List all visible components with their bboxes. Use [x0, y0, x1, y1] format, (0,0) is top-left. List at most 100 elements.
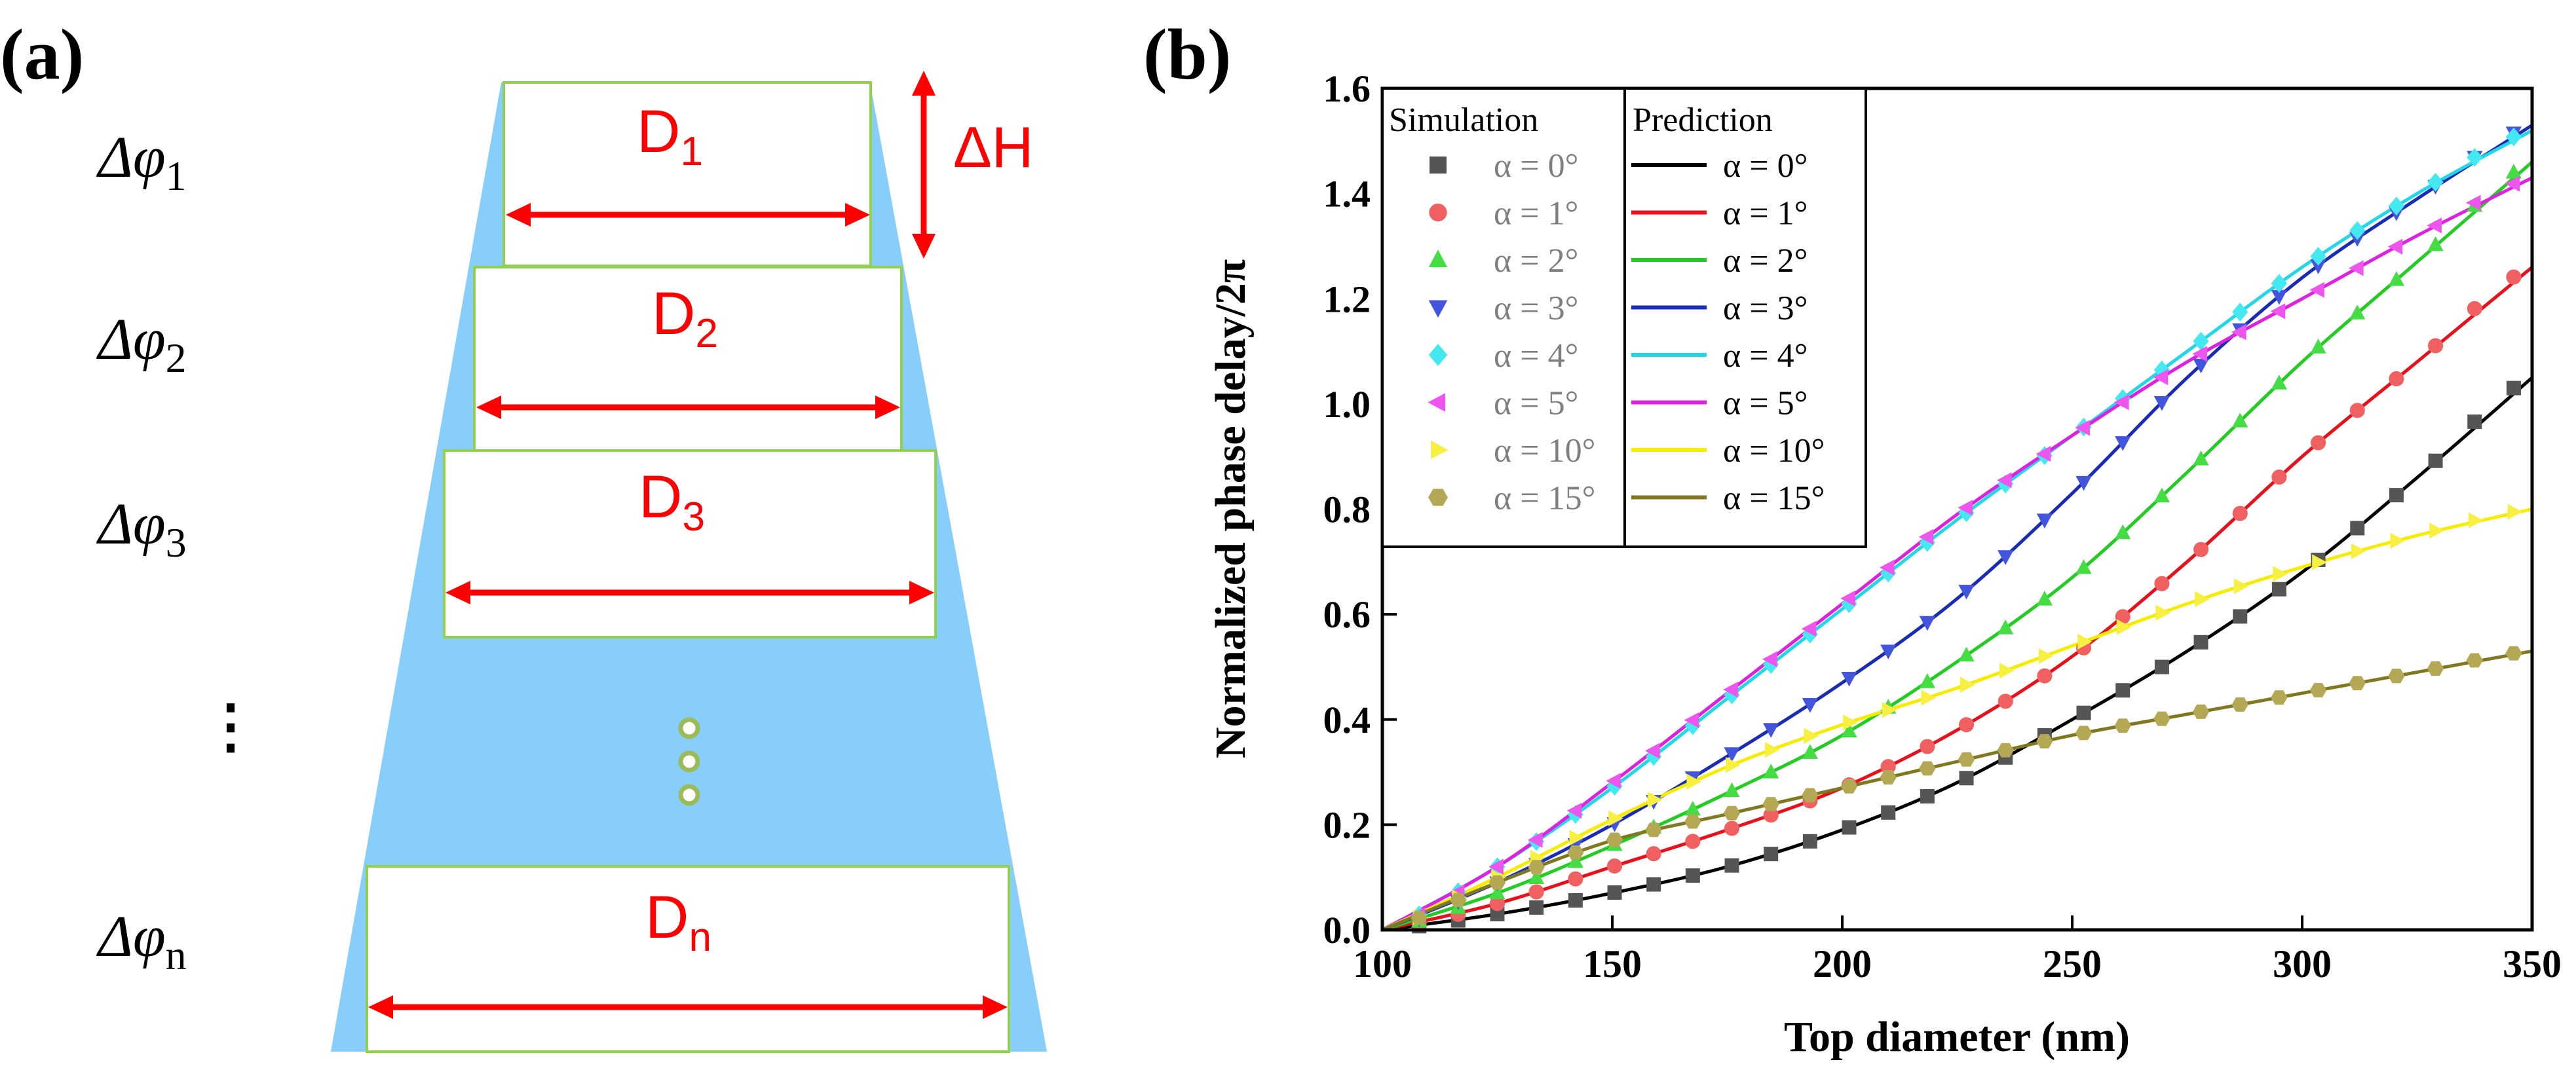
- legend-simulation-entry: α = 10°: [1494, 432, 1595, 470]
- simulation-marker: [2193, 358, 2209, 374]
- y-tick-label: 0.8: [1323, 489, 1371, 531]
- legend-prediction-entry: α = 3°: [1723, 290, 1808, 327]
- legend-prediction-entry: α = 0°: [1723, 147, 1808, 185]
- simulation-marker: [1608, 810, 1623, 826]
- legend-prediction-entry: α = 1°: [1723, 195, 1808, 232]
- y-tick-label: 0.6: [1323, 593, 1371, 636]
- simulation-marker: [2155, 604, 2171, 621]
- simulation-marker: [2428, 453, 2443, 468]
- x-tick-label: 200: [1813, 942, 1872, 986]
- simulation-marker: [2075, 559, 2092, 574]
- simulation-marker: [1529, 900, 1544, 915]
- simulation-marker: [2192, 704, 2210, 719]
- simulation-marker: [2387, 238, 2403, 255]
- simulation-marker: [2350, 521, 2365, 536]
- simulation-marker: [1997, 743, 2014, 758]
- diameter-label-2: D2: [652, 280, 718, 356]
- simulation-marker: [2309, 282, 2324, 298]
- simulation-marker: [2036, 445, 2051, 462]
- simulation-marker: [2389, 488, 2404, 503]
- layer-box-1: [502, 81, 872, 267]
- phase-label-3: Δφ3: [96, 492, 187, 566]
- simulation-marker: [2232, 303, 2248, 322]
- simulation-marker: [1802, 744, 1818, 759]
- simulation-marker: [1997, 472, 2012, 489]
- simulation-marker: [1450, 893, 1467, 908]
- simulation-marker: [1685, 834, 1701, 849]
- legend-prediction-entry: α = 2°: [1723, 242, 1808, 280]
- layer-box-2: [473, 266, 903, 452]
- simulation-marker: [2506, 380, 2521, 396]
- simulation-marker: [2468, 512, 2484, 528]
- panel-b: (b) 100 150 200 250 300 350 0.0 0.2 0.4 0.6 0.8 1.0…: [1143, 14, 2562, 1061]
- panel-b-label: (b): [1143, 14, 1231, 94]
- simulation-marker: [1724, 782, 1740, 798]
- simulation-marker: [1527, 832, 1543, 848]
- simulation-marker: [1960, 676, 1975, 693]
- simulation-marker: [2310, 339, 2326, 354]
- simulation-marker: [2233, 609, 2248, 624]
- simulation-marker: [1724, 747, 1740, 762]
- simulation-marker: [2036, 591, 2053, 606]
- simulation-marker: [2271, 274, 2287, 293]
- prediction-line: [1382, 266, 2533, 932]
- delta-h-label: ΔH: [953, 115, 1033, 179]
- simulation-marker: [1645, 822, 1662, 838]
- y-tick-label: 1.0: [1323, 383, 1371, 426]
- simulation-marker: [2115, 683, 2131, 698]
- simulation-marker: [1764, 741, 1780, 758]
- simulation-marker: [2114, 718, 2131, 733]
- simulation-marker: [1841, 722, 1857, 738]
- simulation-marker: [1763, 764, 1779, 779]
- simulation-marker: [1880, 559, 1895, 576]
- simulation-marker: [1958, 646, 1975, 662]
- chart-plot-area: [1380, 86, 2534, 934]
- y-tick-label: 0.0: [1323, 909, 1371, 951]
- legend-marker: [1428, 489, 1448, 506]
- simulation-marker: [2115, 436, 2131, 451]
- simulation-marker: [2428, 338, 2444, 354]
- simulation-marker: [2271, 690, 2288, 705]
- diameter-arrow-1: [506, 203, 870, 227]
- simulation-marker: [1919, 673, 1935, 688]
- simulation-marker: [1958, 500, 1973, 516]
- simulation-marker: [1801, 621, 1817, 637]
- legend-marker: [1429, 203, 1447, 222]
- legend-marker: [1428, 300, 1448, 318]
- y-tick-label: 1.6: [1323, 67, 1371, 110]
- simulation-marker: [1959, 771, 1974, 786]
- simulation-marker: [2311, 435, 2326, 451]
- simulation-marker: [1921, 690, 1937, 706]
- phase-label-n: Δφn: [96, 904, 187, 978]
- simulation-marker: [2231, 324, 2246, 341]
- legend-box-simulation: [1381, 87, 1626, 548]
- ellipsis-dot: [678, 784, 700, 806]
- simulation-marker: [1920, 789, 1935, 804]
- simulation-marker: [2114, 394, 2129, 411]
- diameter-arrow-2: [476, 396, 900, 419]
- simulation-marker: [2153, 369, 2169, 386]
- simulation-marker: [1723, 805, 1741, 821]
- x-tick-label: 250: [2043, 942, 2102, 986]
- simulation-marker: [1606, 832, 1623, 847]
- simulation-markers: [1410, 126, 2523, 934]
- simulation-marker: [2075, 420, 2090, 436]
- simulation-marker: [1999, 663, 2015, 679]
- simulation-marker: [2505, 127, 2522, 147]
- simulation-marker: [2270, 303, 2286, 320]
- simulation-marker: [1920, 739, 1935, 754]
- legend-simulation-entry: α = 5°: [1494, 385, 1578, 422]
- simulation-marker: [2192, 346, 2207, 362]
- legend-simulation-entry: α = 15°: [1494, 480, 1595, 517]
- y-axis-label: Normalized phase delay/2π: [1207, 259, 1255, 758]
- simulation-marker: [2388, 669, 2405, 684]
- simulation-marker: [2466, 653, 2483, 668]
- simulation-marker: [1684, 800, 1701, 816]
- legend-prediction-entry: α = 4°: [1723, 337, 1808, 375]
- simulation-marker: [1998, 693, 2013, 709]
- simulation-marker: [2231, 697, 2248, 712]
- simulation-marker: [2505, 646, 2522, 661]
- simulation-marker: [1840, 590, 1855, 606]
- layer-ellipsis-dots: [678, 717, 700, 806]
- simulation-marker: [2271, 469, 2287, 485]
